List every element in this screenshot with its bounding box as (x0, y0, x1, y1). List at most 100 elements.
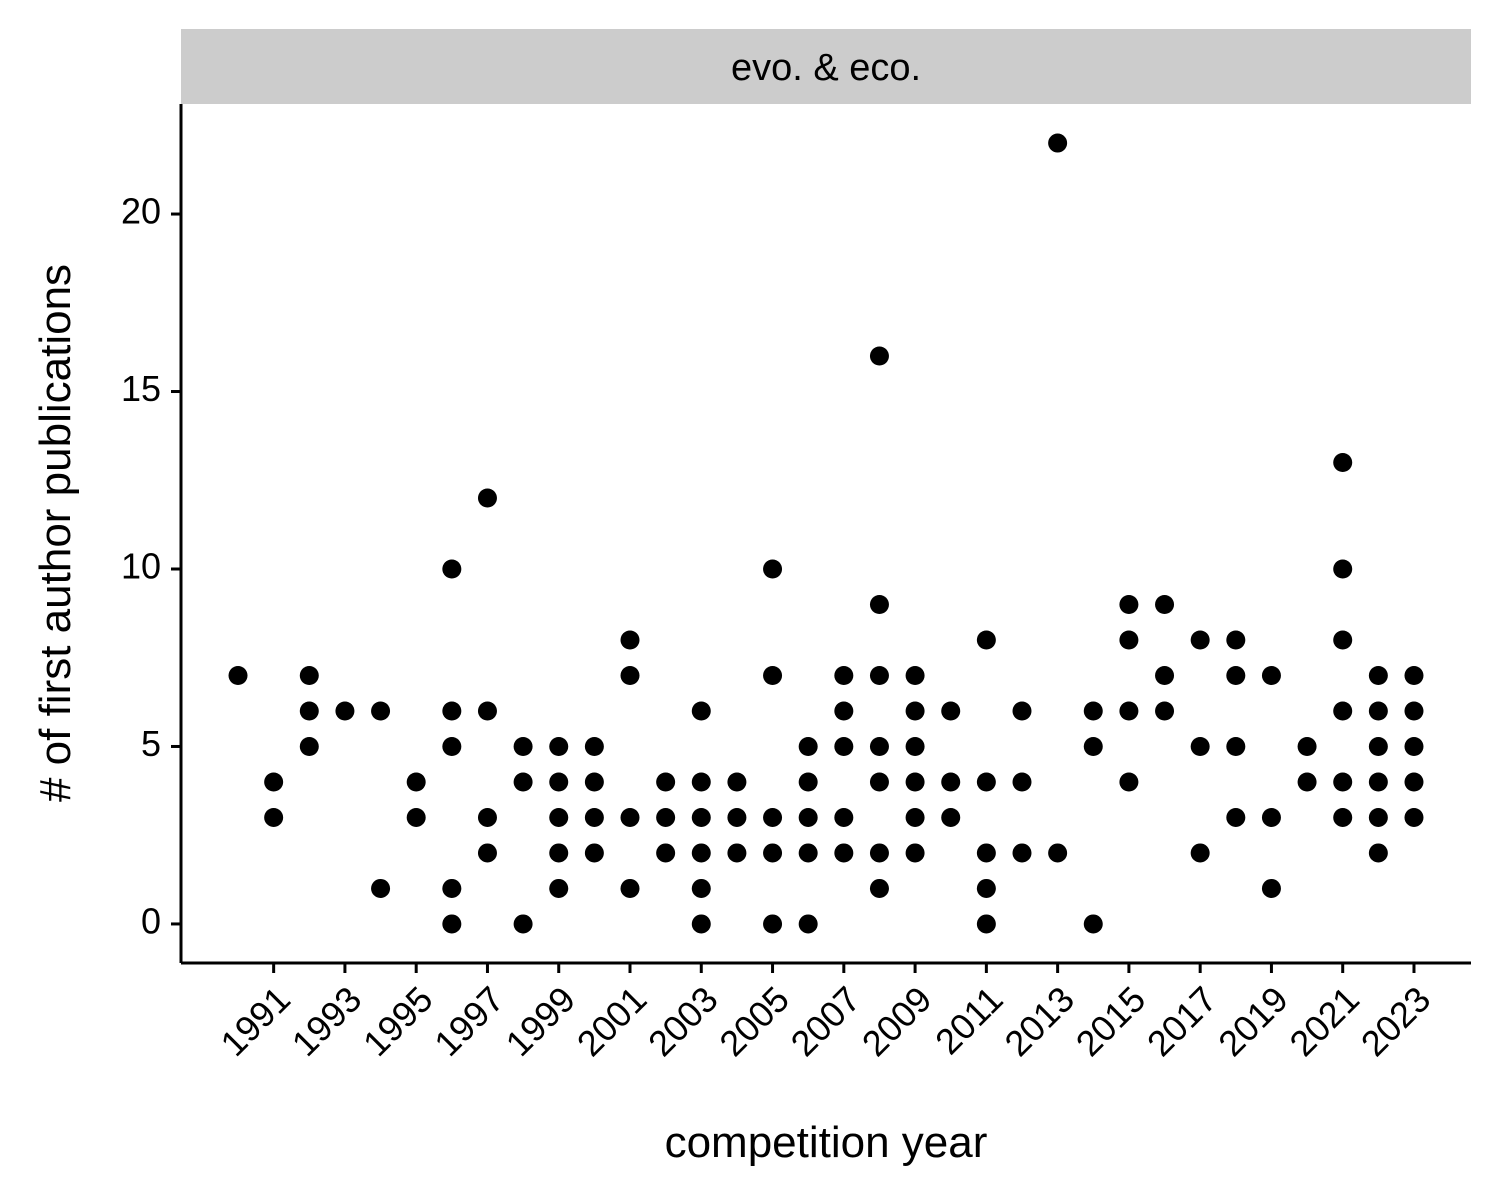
data-point (1333, 772, 1353, 792)
data-point (1404, 701, 1424, 721)
data-point (763, 807, 783, 827)
data-point (1368, 807, 1388, 827)
data-point (656, 843, 676, 863)
data-point (477, 488, 497, 508)
data-point (620, 630, 640, 650)
data-point (976, 630, 996, 650)
data-point (834, 665, 854, 685)
data-point (371, 701, 391, 721)
data-point (1083, 701, 1103, 721)
x-tick-label: 2009 (854, 978, 940, 1064)
data-point (976, 843, 996, 863)
data-point (798, 772, 818, 792)
x-tick-label: 2005 (711, 978, 797, 1064)
data-point (549, 878, 569, 898)
data-point (1083, 914, 1103, 934)
data-point (905, 665, 925, 685)
data-point (406, 807, 426, 827)
data-point (1190, 843, 1210, 863)
data-point (549, 807, 569, 827)
x-tick-label: 1993 (284, 978, 370, 1064)
data-point (549, 736, 569, 756)
data-point (691, 807, 711, 827)
x-tick-label: 2013 (996, 978, 1082, 1064)
data-point (727, 772, 747, 792)
data-point (1333, 701, 1353, 721)
data-point (1368, 772, 1388, 792)
data-point (798, 843, 818, 863)
data-point (1333, 807, 1353, 827)
data-point (264, 807, 284, 827)
data-point (1155, 594, 1175, 614)
data-point (442, 878, 462, 898)
data-point (1119, 701, 1139, 721)
data-point (584, 736, 604, 756)
data-point (1226, 630, 1246, 650)
x-tick-label: 1997 (426, 978, 512, 1064)
data-point (1404, 665, 1424, 685)
data-point (1226, 807, 1246, 827)
data-point (1083, 736, 1103, 756)
data-point (905, 843, 925, 863)
x-tick-label: 2023 (1353, 978, 1439, 1064)
data-point (513, 736, 533, 756)
data-point (406, 772, 426, 792)
data-point (1226, 665, 1246, 685)
x-tick-label: 2003 (640, 978, 726, 1064)
x-axis-title: competition year (665, 1118, 988, 1167)
data-point (620, 807, 640, 827)
data-point (1119, 594, 1139, 614)
data-point (1012, 772, 1032, 792)
data-point (1333, 630, 1353, 650)
x-tick-label: 2017 (1139, 978, 1225, 1064)
y-axis: 0 5 10 15 20 (121, 104, 183, 963)
data-point (1155, 665, 1175, 685)
data-point (477, 701, 497, 721)
data-point (834, 736, 854, 756)
data-point (905, 807, 925, 827)
data-point (584, 843, 604, 863)
data-point (442, 559, 462, 579)
data-point (941, 807, 961, 827)
y-tick-label: 10 (121, 546, 161, 587)
data-point (584, 772, 604, 792)
facet-label: evo. & eco. (731, 47, 921, 89)
data-point (442, 914, 462, 934)
data-point (1012, 843, 1032, 863)
data-point (763, 665, 783, 685)
data-point (1297, 772, 1317, 792)
data-point (513, 914, 533, 934)
data-point (299, 701, 319, 721)
data-point (1261, 665, 1281, 685)
x-tick-label: 2021 (1281, 978, 1367, 1064)
data-point (798, 736, 818, 756)
data-point (976, 914, 996, 934)
data-point (1048, 843, 1068, 863)
data-point (335, 701, 355, 721)
data-point (869, 878, 889, 898)
data-point (869, 665, 889, 685)
x-axis: 1991199319951997199920012003200520072009… (181, 961, 1471, 1064)
x-tick-label: 2015 (1068, 978, 1154, 1064)
data-point (1404, 807, 1424, 827)
data-point (905, 701, 925, 721)
data-point (264, 772, 284, 792)
data-point (941, 772, 961, 792)
data-point (976, 772, 996, 792)
y-tick-label: 0 (141, 900, 161, 941)
data-point (1261, 807, 1281, 827)
data-point (1333, 453, 1353, 473)
data-point (941, 701, 961, 721)
data-point (442, 736, 462, 756)
data-point (584, 807, 604, 827)
data-point (549, 843, 569, 863)
x-tick-label: 2019 (1210, 978, 1296, 1064)
data-point (656, 807, 676, 827)
data-point (1261, 878, 1281, 898)
data-point (371, 878, 391, 898)
data-point (727, 843, 747, 863)
data-point (869, 346, 889, 366)
data-point (691, 878, 711, 898)
data-point (1190, 630, 1210, 650)
